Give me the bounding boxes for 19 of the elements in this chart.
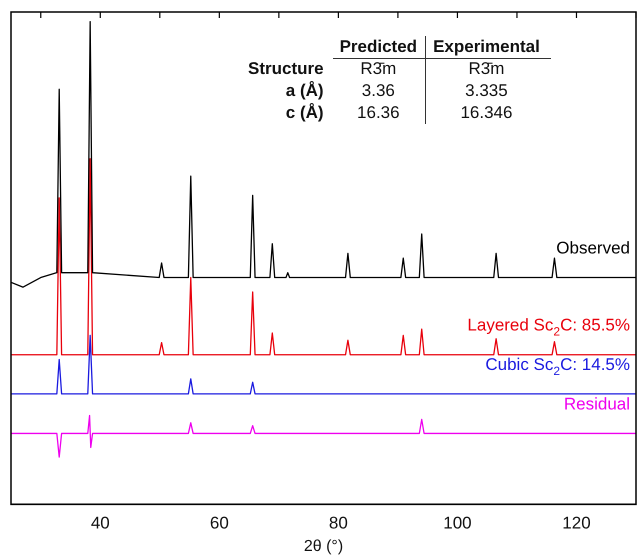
x-tick-label: 100: [443, 513, 472, 532]
x-tick-label: 60: [210, 513, 229, 532]
annotation: R3̄m: [467, 58, 506, 80]
x-tick-label: 40: [90, 513, 110, 532]
annotation: 3.335: [464, 80, 509, 102]
series-label: Observed: [556, 238, 630, 258]
annotation: 16.346: [459, 102, 514, 124]
x-tick-label: 120: [562, 513, 591, 532]
annotation: Structure: [247, 58, 325, 80]
annotation: Predicted: [338, 36, 418, 58]
annotation: R3̄m: [359, 58, 398, 80]
annotation: 3.36: [360, 80, 396, 102]
annotation: a (Å): [284, 80, 325, 102]
series-label: Residual: [564, 394, 630, 414]
annotation: c (Å): [284, 102, 325, 124]
x-tick-label: 80: [328, 513, 348, 532]
annotation: 16.36: [356, 102, 401, 124]
annotation: Experimental: [432, 36, 541, 58]
x-axis-title: 2θ (°): [304, 538, 344, 555]
